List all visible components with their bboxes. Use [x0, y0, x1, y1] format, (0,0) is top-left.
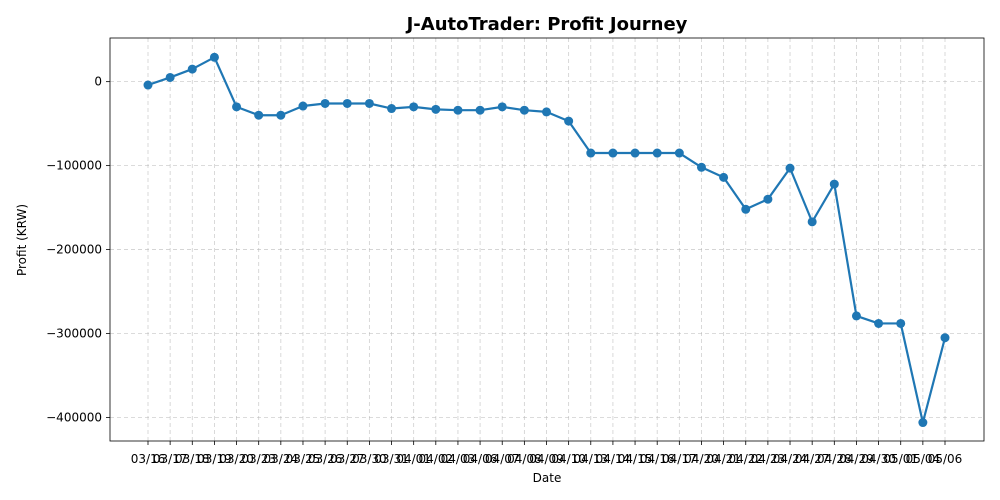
x-tick-label: 04/06 — [463, 452, 498, 466]
data-point — [785, 163, 795, 173]
data-point — [143, 80, 153, 90]
data-point — [232, 102, 242, 112]
data-point — [763, 194, 773, 204]
data-point — [387, 104, 397, 114]
x-tick-label: 04/30 — [861, 452, 896, 466]
data-point — [165, 72, 175, 82]
data-point — [896, 318, 906, 328]
x-tick-label: 04/15 — [618, 452, 653, 466]
x-axis-ticks: 03/1603/1703/1803/1903/2003/2303/2403/25… — [131, 441, 963, 466]
plot-frame — [109, 37, 985, 442]
x-tick-label: 04/16 — [640, 452, 675, 466]
profit-series — [143, 52, 950, 428]
data-point — [453, 105, 463, 115]
x-tick-label: 04/28 — [817, 452, 852, 466]
x-tick-label: 04/02 — [419, 452, 454, 466]
x-tick-label: 04/07 — [485, 452, 520, 466]
x-tick-label: 03/26 — [308, 452, 343, 466]
data-point — [564, 116, 574, 126]
data-point — [342, 98, 352, 108]
y-tick-label: −200000 — [46, 243, 102, 257]
x-tick-label: 05/01 — [883, 452, 918, 466]
data-point — [630, 148, 640, 158]
x-tick-label: 03/17 — [153, 452, 188, 466]
data-point — [807, 217, 817, 227]
data-point — [209, 52, 219, 62]
x-tick-label: 04/01 — [396, 452, 431, 466]
data-point — [586, 148, 596, 158]
data-point — [187, 64, 197, 74]
x-tick-label: 03/20 — [219, 452, 254, 466]
x-tick-label: 03/24 — [264, 452, 299, 466]
x-tick-label: 03/30 — [352, 452, 387, 466]
chart-title: J-AutoTrader: Profit Journey — [405, 14, 688, 35]
data-point — [409, 102, 419, 112]
x-tick-label: 04/10 — [551, 452, 586, 466]
data-point — [254, 110, 264, 120]
y-tick-label: −300000 — [46, 327, 102, 341]
x-axis-label: Date — [533, 471, 562, 485]
data-point — [940, 333, 950, 343]
data-point — [696, 162, 706, 172]
data-point — [674, 148, 684, 158]
data-point — [320, 98, 330, 108]
data-point — [829, 179, 839, 189]
x-tick-label: 03/16 — [131, 452, 166, 466]
data-point — [475, 105, 485, 115]
y-axis-label: Profit (KRW) — [15, 204, 29, 276]
data-point — [851, 311, 861, 321]
x-tick-label: 04/22 — [728, 452, 763, 466]
x-tick-label: 04/23 — [751, 452, 786, 466]
y-tick-label: 0 — [94, 75, 102, 89]
data-point — [364, 98, 374, 108]
data-point — [519, 105, 529, 115]
x-tick-label: 03/25 — [286, 452, 321, 466]
data-point — [741, 204, 751, 214]
data-point — [542, 107, 551, 117]
grid — [110, 38, 984, 441]
axes — [109, 37, 985, 442]
x-tick-label: 04/29 — [839, 452, 874, 466]
x-tick-label: 04/20 — [684, 452, 719, 466]
y-axis-ticks: 0 −100000 −200000 −300000 −400000 — [46, 75, 110, 424]
data-point — [276, 110, 286, 120]
data-point — [652, 148, 662, 158]
x-tick-label: 04/27 — [795, 452, 830, 466]
x-tick-label: 04/21 — [706, 452, 741, 466]
x-tick-label: 04/13 — [573, 452, 608, 466]
x-tick-label: 04/24 — [773, 452, 808, 466]
x-tick-label: 03/31 — [374, 452, 409, 466]
x-tick-label: 05/06 — [928, 452, 963, 466]
data-point — [497, 102, 507, 112]
x-tick-label: 04/17 — [662, 452, 697, 466]
y-tick-label: −400000 — [46, 410, 102, 424]
x-tick-label: 05/04 — [906, 452, 941, 466]
x-tick-label: 04/14 — [596, 452, 631, 466]
x-tick-label: 03/27 — [330, 452, 365, 466]
x-tick-label: 04/08 — [507, 452, 542, 466]
x-tick-label: 04/09 — [529, 452, 564, 466]
x-tick-label: 03/23 — [241, 452, 276, 466]
data-point — [608, 148, 618, 158]
data-point — [431, 104, 441, 114]
y-tick-label: −100000 — [46, 159, 102, 173]
x-tick-label: 03/18 — [175, 452, 210, 466]
data-point — [874, 318, 884, 328]
data-point — [719, 172, 729, 182]
x-tick-label: 03/19 — [197, 452, 232, 466]
x-tick-label: 04/03 — [441, 452, 476, 466]
data-point — [918, 418, 928, 428]
data-point — [298, 101, 308, 111]
